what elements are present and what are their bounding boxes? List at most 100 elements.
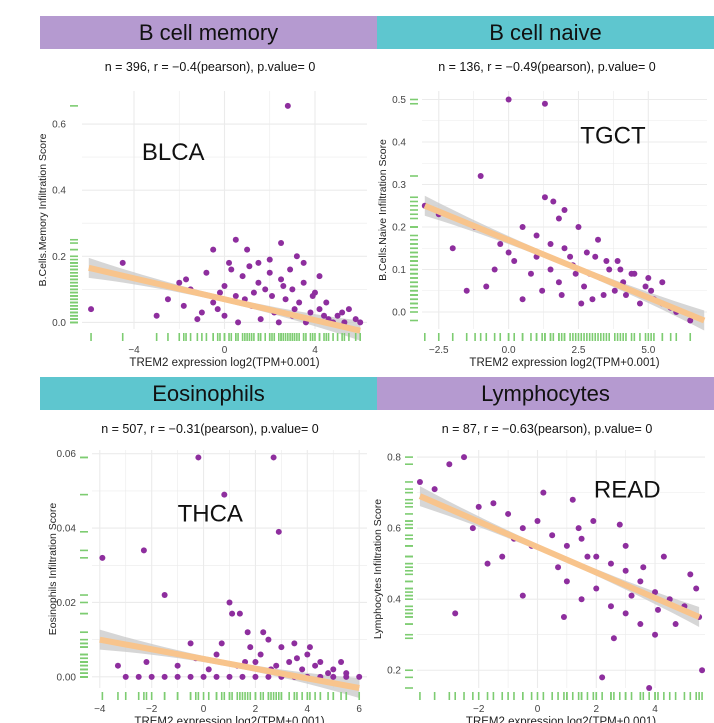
data-point xyxy=(547,266,554,273)
data-point xyxy=(316,273,323,280)
data-point xyxy=(235,319,242,326)
data-point xyxy=(339,309,346,316)
data-point xyxy=(291,306,298,313)
data-point xyxy=(578,535,585,542)
data-point xyxy=(304,651,311,658)
data-point xyxy=(642,283,649,290)
data-point xyxy=(226,673,233,680)
data-point xyxy=(547,241,554,247)
data-point xyxy=(356,673,363,680)
data-point xyxy=(477,173,484,179)
data-point xyxy=(527,270,534,277)
data-point xyxy=(299,666,306,673)
x-tick-label: 0 xyxy=(201,704,207,715)
data-point xyxy=(541,100,548,107)
data-point xyxy=(555,564,562,571)
y-axis-label: Lymphocytes Infiltration Score xyxy=(372,499,384,639)
data-point xyxy=(210,246,217,253)
data-point xyxy=(228,266,235,273)
data-point xyxy=(260,629,267,636)
data-point xyxy=(540,489,547,496)
data-point xyxy=(469,525,476,532)
data-point xyxy=(232,292,239,299)
data-point xyxy=(330,673,337,680)
y-tick-label: 0.0 xyxy=(52,318,66,329)
data-point xyxy=(636,300,643,307)
data-point xyxy=(637,621,644,628)
data-point xyxy=(484,560,491,567)
data-point xyxy=(114,662,121,669)
data-point xyxy=(659,279,666,286)
data-point xyxy=(213,651,220,658)
data-point xyxy=(284,102,291,109)
data-point xyxy=(637,578,644,585)
panel-subtitle-eosinophils: n = 507, r = −0.31(pearson), p.value= 0 xyxy=(101,422,319,436)
data-point xyxy=(578,300,585,307)
data-point xyxy=(203,269,210,276)
data-point xyxy=(300,279,307,286)
panel-subtitle-b-cell-naive: n = 136, r = −0.49(pearson), p.value= 0 xyxy=(438,60,656,74)
data-point xyxy=(581,283,588,290)
data-point xyxy=(239,673,246,680)
y-tick-label: 0.3 xyxy=(392,180,406,191)
data-point xyxy=(446,461,453,468)
data-point xyxy=(278,240,285,247)
data-point xyxy=(519,592,526,599)
data-point xyxy=(265,636,272,643)
data-point xyxy=(282,296,289,303)
data-point xyxy=(194,316,201,323)
data-point xyxy=(593,553,600,560)
data-point xyxy=(693,585,700,592)
data-point xyxy=(218,640,225,647)
y-tick-label: 0.06 xyxy=(57,449,77,460)
data-point xyxy=(483,283,490,290)
data-point xyxy=(183,276,190,283)
x-tick-label: −2 xyxy=(473,704,485,715)
x-axis-label: TREM2 expression log2(TPM+0.001) xyxy=(466,716,656,723)
data-point xyxy=(563,578,570,585)
data-point xyxy=(687,317,694,324)
data-point xyxy=(563,542,570,549)
scatter-plot-b-cell-memory: −4 0 4 0.0 0.2 0.4 0.6 TREM2 expression log2(TP… xyxy=(37,91,367,369)
data-point xyxy=(213,673,220,680)
panel-title-eosinophils: Eosinophils xyxy=(40,377,377,410)
y-tick-label: 0.2 xyxy=(52,252,66,263)
data-point xyxy=(252,658,259,665)
regression-line xyxy=(418,493,701,620)
data-point xyxy=(490,500,497,507)
data-point xyxy=(589,296,596,303)
data-point xyxy=(461,454,468,461)
data-point xyxy=(622,292,629,298)
data-point xyxy=(257,651,264,658)
data-point xyxy=(244,629,251,636)
data-point xyxy=(652,631,659,638)
data-point xyxy=(334,312,341,319)
x-tick-label: −4 xyxy=(128,345,140,356)
panel-title-b-cell-memory: B cell memory xyxy=(40,16,377,49)
y-tick-label: 0.1 xyxy=(392,265,406,276)
data-point xyxy=(226,259,233,266)
data-point xyxy=(257,316,264,323)
data-point xyxy=(607,603,614,610)
x-tick-label: 5.0 xyxy=(641,345,655,356)
scatter-plot-b-cell-naive: −2.5 0.0 2.5 5.0 0.0 0.1 0.2 0.3 0.4 0.5 TREM2 exp… xyxy=(377,91,707,369)
y-tick-label: 0.02 xyxy=(57,598,77,609)
scatter-plot-eosinophils: −4 −2 0 2 4 6 0.00 0.02 0.04 0.06 TREM2 expression… xyxy=(47,449,367,723)
data-point xyxy=(309,292,316,299)
data-point xyxy=(645,275,652,281)
data-point xyxy=(316,306,323,313)
data-point xyxy=(221,491,228,498)
x-tick-label: 0 xyxy=(222,345,228,356)
y-tick-label: 0.0 xyxy=(392,308,406,319)
data-point xyxy=(269,292,275,299)
x-tick-label: −4 xyxy=(94,704,106,715)
data-point xyxy=(200,673,207,680)
data-point xyxy=(250,289,257,296)
data-point xyxy=(293,655,300,662)
x-tick-label: −2 xyxy=(146,704,158,715)
panel-title-b-cell-naive: B cell naive xyxy=(377,16,714,49)
data-point xyxy=(590,518,597,525)
data-point xyxy=(236,610,243,617)
data-point xyxy=(176,279,183,286)
data-point xyxy=(519,224,526,230)
